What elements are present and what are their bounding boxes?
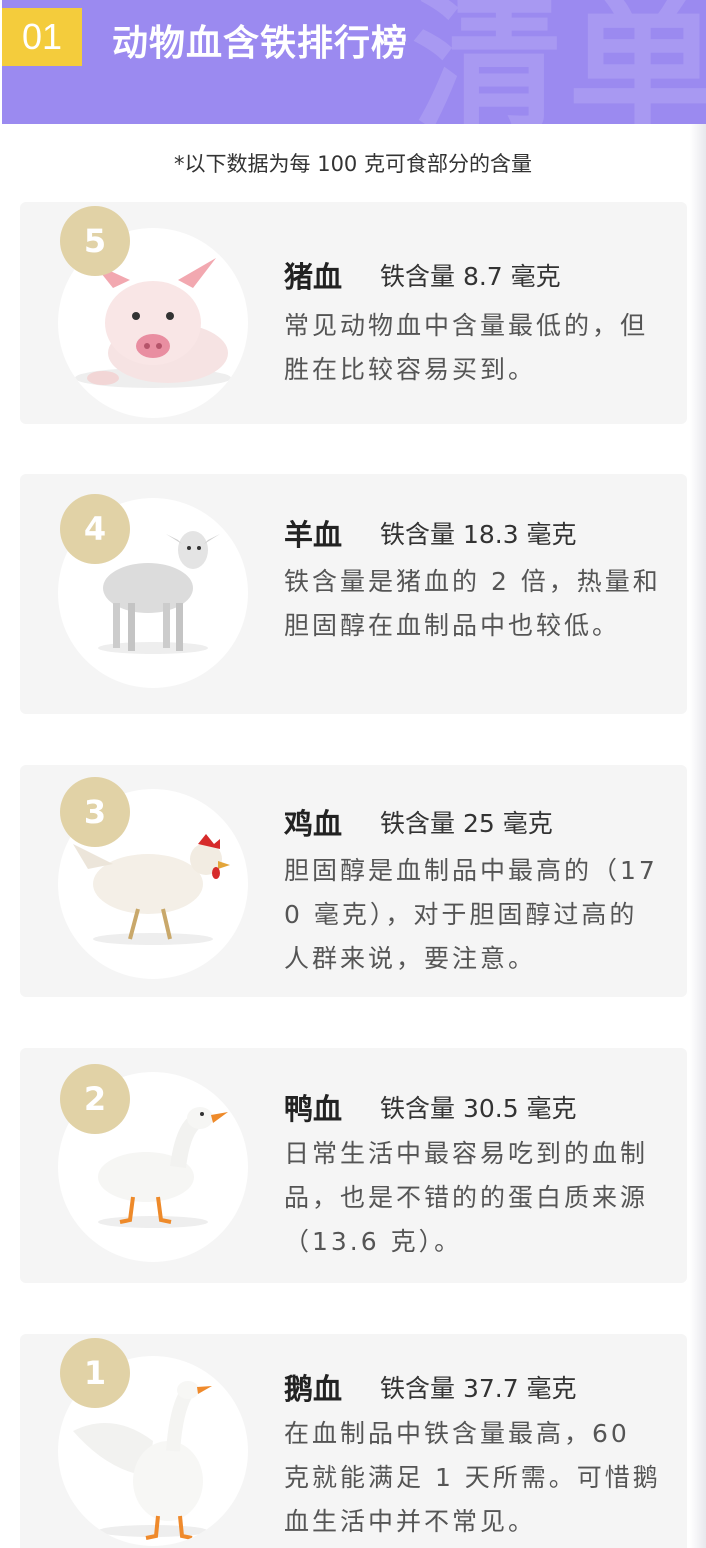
rank-badge: 5: [60, 206, 130, 276]
iron-content: 铁含量 8.7 毫克: [380, 262, 561, 291]
ranking-card: 2 鸭血 铁含量 30.5 毫克 日常生活中最容易吃到的血制品，也是不错的的蛋白…: [20, 1048, 687, 1283]
iron-content: 铁含量 37.7 毫克: [380, 1374, 577, 1403]
iron-content: 铁含量 18.3 毫克: [380, 520, 577, 549]
description: 在血制品中铁含量最高，60 克就能满足 1 天所需。可惜鹅血生活中并不常见。: [284, 1419, 661, 1536]
rank-badge: 4: [60, 494, 130, 564]
ranking-card: 5 猪血 铁含量 8.7 毫克 常见动物血中含量最低的，但胜在比较容易买到。: [20, 202, 687, 424]
page-title: 动物血含铁排行榜: [112, 23, 409, 64]
description: 日常生活中最容易吃到的血制品，也是不错的的蛋白质来源（13.6 克）。: [284, 1139, 649, 1256]
animal-name: 鸭血: [284, 1092, 343, 1126]
header-watermark: 清单: [411, 0, 706, 124]
pig-photo: [58, 228, 248, 418]
rank-badge: 2: [60, 1064, 130, 1134]
description: 常见动物血中含量最低的，但胜在比较容易买到。: [284, 311, 649, 384]
animal-name: 鸡血: [284, 807, 343, 841]
data-note: *以下数据为每 100 克可食部分的含量: [174, 152, 532, 176]
section-number-badge: 01: [2, 8, 82, 66]
iron-content: 铁含量 30.5 毫克: [380, 1094, 577, 1123]
animal-name: 猪血: [284, 260, 343, 294]
iron-content: 铁含量 25 毫克: [380, 809, 553, 838]
ranking-card: 1 鹅血 铁含量 37.7 毫克 在血制品中铁含量最高，60 克就能满足 1 天…: [20, 1334, 687, 1548]
rank-badge: 3: [60, 777, 130, 847]
rank-badge: 1: [60, 1338, 130, 1408]
ranking-card: 4 羊血 铁含量 18.3 毫克 铁含量是猪血的 2 倍，热量和胆固醇在血制品中…: [20, 474, 687, 714]
description: 胆固醇是血制品中最高的（170 毫克），对于胆固醇过高的人群来说，要注意。: [284, 856, 658, 973]
description: 铁含量是猪血的 2 倍，热量和胆固醇在血制品中也较低。: [284, 567, 661, 640]
animal-name: 鹅血: [284, 1372, 343, 1406]
page-edge-shadow: [690, 124, 706, 1548]
section-header: 清单 01 动物血含铁排行榜: [2, 0, 706, 124]
ranking-card: 3 鸡血 铁含量 25 毫克 胆固醇是血制品中最高的（170 毫克），对于胆固醇…: [20, 765, 687, 997]
duck-photo: [58, 1072, 248, 1262]
animal-name: 羊血: [284, 518, 343, 552]
